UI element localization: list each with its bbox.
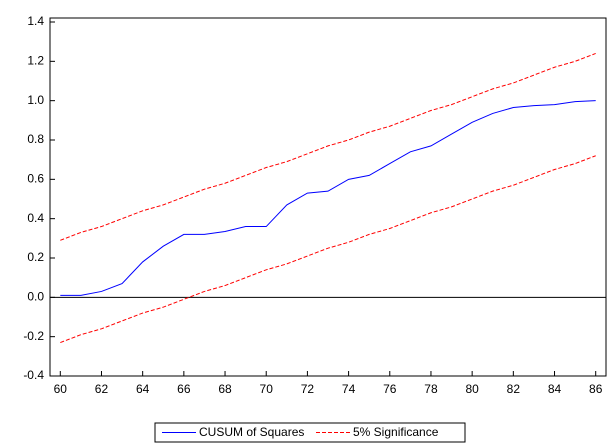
- y-tick-label: 1.0: [27, 93, 44, 107]
- y-tick-label: 1.2: [27, 54, 44, 68]
- lower-band: [60, 155, 596, 344]
- x-tick-label: 68: [218, 382, 232, 396]
- y-tick-label: -0.2: [23, 329, 44, 343]
- x-tick-label: 70: [260, 382, 274, 396]
- y-tick-label: 0.6: [27, 172, 44, 186]
- legend-box: [154, 422, 466, 443]
- x-tick-label: 76: [383, 382, 397, 396]
- upper-band: [60, 52, 596, 241]
- plot-frame: [49, 17, 607, 377]
- x-tick-label: 82: [507, 382, 521, 396]
- x-tick-label: 78: [424, 382, 438, 396]
- x-tick-label: 64: [136, 382, 150, 396]
- y-tick-label: 0.8: [27, 132, 44, 146]
- y-tick-label: 0.4: [27, 211, 44, 225]
- y-tick-label: 0.2: [27, 250, 44, 264]
- x-tick-label: 74: [342, 382, 356, 396]
- x-tick-label: 72: [301, 382, 315, 396]
- x-tick-label: 66: [177, 382, 191, 396]
- y-tick-label: 1.4: [27, 14, 44, 28]
- x-tick-label: 62: [95, 382, 109, 396]
- legend-label: 5% Significance: [353, 425, 439, 439]
- y-tick-label: 0.0: [27, 290, 44, 304]
- y-tick-label: -0.4: [23, 368, 44, 382]
- x-tick-label: 60: [54, 382, 68, 396]
- legend-label: CUSUM of Squares: [199, 425, 304, 439]
- series-line: [60, 100, 596, 296]
- x-tick-label: 86: [589, 382, 603, 396]
- x-tick-label: 80: [465, 382, 479, 396]
- x-tick-label: 84: [548, 382, 562, 396]
